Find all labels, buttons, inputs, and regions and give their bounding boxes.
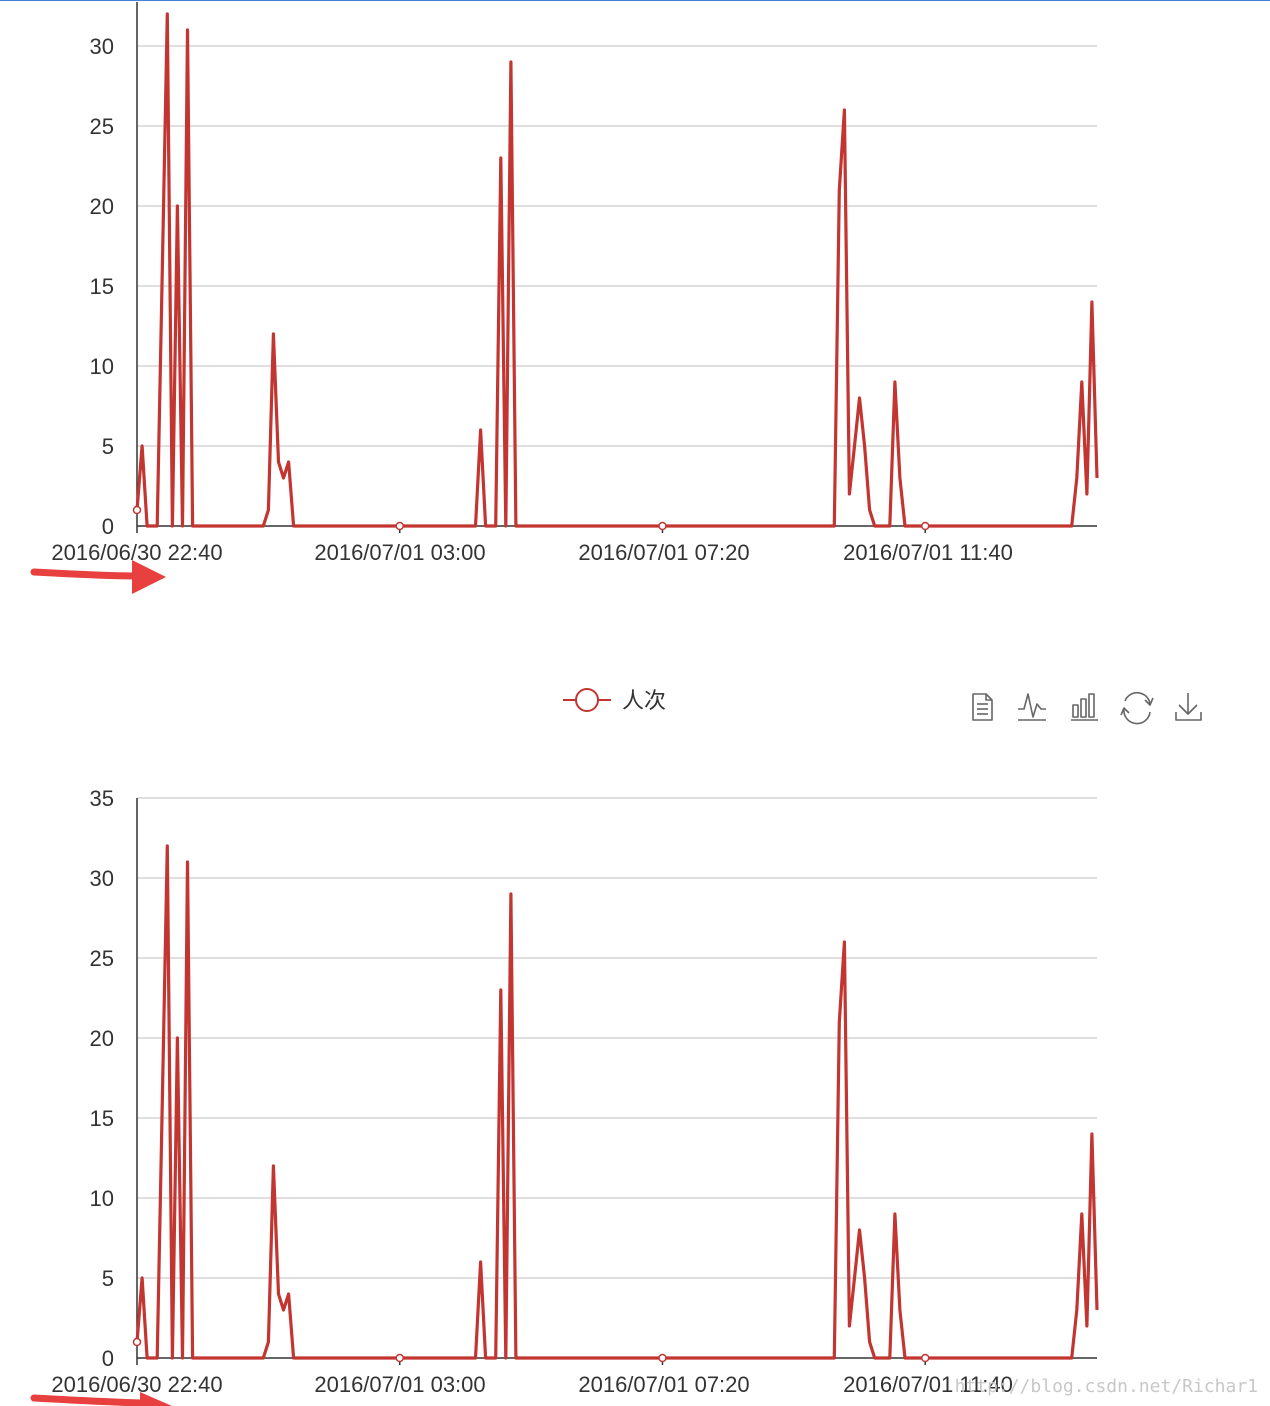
x-tick-label: 2016/07/01 07:20 (578, 1372, 749, 1397)
data-point (395, 1353, 404, 1363)
data-point (920, 1353, 930, 1363)
x-tick-label: 2016/07/01 07:20 (578, 540, 749, 565)
data-point (395, 521, 404, 531)
y-tick-labels: 0 5 10 15 20 25 30 35 (90, 786, 114, 1371)
y-tick-label: 20 (90, 194, 114, 219)
series-line (135, 12, 1099, 528)
chart-bottom: 0 5 10 15 20 25 30 35 2016/06/30 22:40 2016/07/… (51, 786, 1099, 1397)
watermark: http://blog.csdn.net/Richar1 (955, 1376, 1258, 1397)
data-point (658, 521, 667, 531)
y-tick-label: 30 (90, 866, 114, 891)
legend-label: 人次 (622, 689, 666, 714)
save-image-icon[interactable] (1175, 693, 1202, 721)
y-tick-label: 15 (90, 274, 114, 299)
y-tick-label: 30 (90, 34, 114, 59)
y-tick-label: 5 (102, 1266, 114, 1291)
x-tick-label: 2016/07/01 11:40 (843, 1372, 1013, 1397)
x-tick-labels: 2016/06/30 22:40 2016/07/01 03:00 2016/0… (51, 1372, 1012, 1397)
x-tick-label: 2016/06/30 22:40 (51, 540, 222, 565)
chart-top: 0 5 10 15 20 25 30 2016/06/30 22:40 2016/07/01… (51, 2, 1099, 565)
y-tick-label: 20 (90, 1026, 114, 1051)
line-chart-icon[interactable] (1018, 693, 1046, 721)
y-tick-label: 25 (90, 114, 114, 139)
y-tick-label: 25 (90, 946, 114, 971)
restore-icon[interactable] (1120, 691, 1154, 725)
data-point (132, 505, 142, 515)
y-tick-label: 35 (90, 786, 114, 811)
y-tick-labels: 0 5 10 15 20 25 30 (90, 34, 114, 539)
x-tick-label: 2016/07/01 11:40 (843, 540, 1013, 565)
data-view-icon[interactable] (972, 693, 993, 721)
toolbox (972, 691, 1202, 725)
grid-lines (137, 797, 1097, 1279)
data-points (132, 1337, 930, 1363)
annotation-arrow (30, 560, 166, 594)
bar-chart-icon[interactable] (1071, 693, 1098, 721)
y-tick-label: 15 (90, 1106, 114, 1131)
data-points (132, 505, 930, 531)
y-tick-label: 5 (102, 434, 114, 459)
legend[interactable]: 人次 (563, 688, 666, 714)
annotation-arrow (30, 1392, 172, 1406)
top-border (0, 0, 1270, 1)
series-path (135, 844, 1099, 1360)
legend-marker-icon (575, 688, 599, 712)
data-point (132, 1337, 142, 1347)
x-tick-labels: 2016/06/30 22:40 2016/07/01 03:00 2016/0… (51, 540, 1012, 565)
data-point (920, 521, 930, 531)
series-path (135, 12, 1099, 528)
y-tick-label: 0 (102, 1346, 114, 1371)
y-tick-label: 10 (90, 1186, 114, 1211)
x-tick-label: 2016/07/01 03:00 (314, 1372, 485, 1397)
y-tick-label: 0 (102, 514, 114, 539)
data-point (658, 1353, 667, 1363)
series-line (135, 844, 1099, 1360)
y-tick-label: 10 (90, 354, 114, 379)
grid-lines (137, 45, 1097, 447)
x-tick-label: 2016/06/30 22:40 (51, 1372, 222, 1397)
x-tick-label: 2016/07/01 03:00 (314, 540, 485, 565)
